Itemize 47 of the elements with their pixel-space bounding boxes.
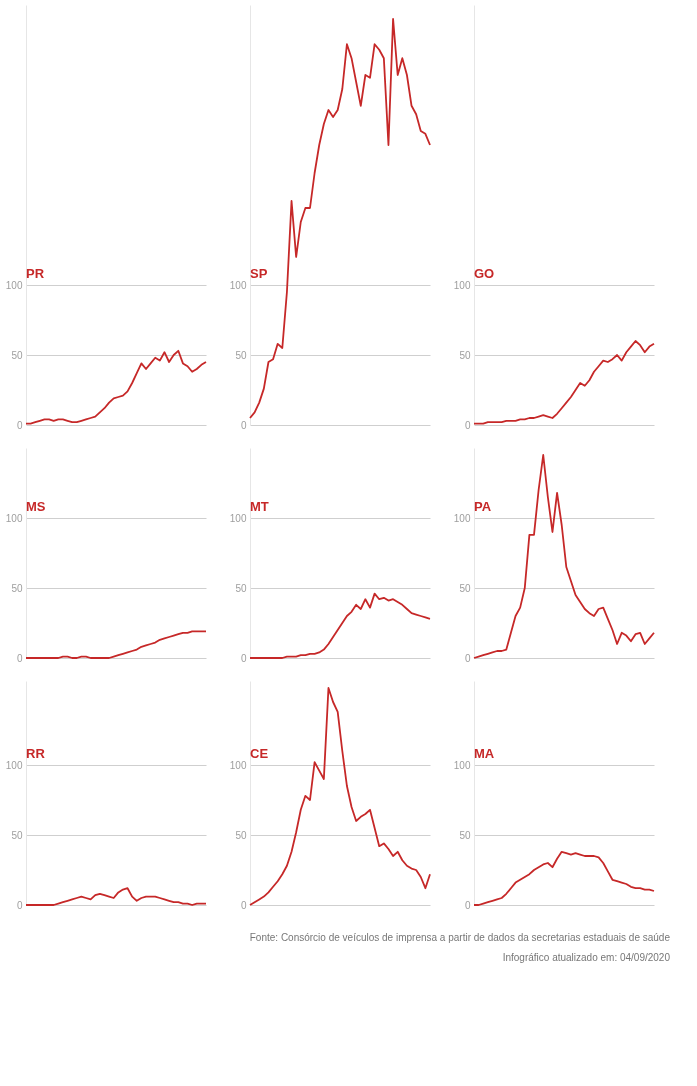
y-tick-label: 0 — [16, 652, 23, 664]
y-tick-label: 100 — [5, 512, 23, 524]
y-tick-label: 100 — [229, 512, 247, 524]
y-tick-label: 100 — [5, 759, 23, 771]
y-tick-label: 0 — [16, 419, 23, 431]
y-tick-label: 50 — [11, 349, 23, 361]
y-tick-label: 0 — [464, 652, 471, 664]
y-tick-label: 0 — [464, 899, 471, 911]
y-tick-label: 50 — [11, 582, 23, 594]
y-tick-label: 0 — [240, 419, 247, 431]
text: Infográfico atualizado em: 04/09/2020 — [502, 952, 671, 963]
y-tick-label: 100 — [229, 279, 247, 291]
text: MA — [474, 746, 495, 761]
text: SP — [250, 266, 268, 281]
y-tick-label: 50 — [235, 349, 247, 361]
line-series — [473, 454, 655, 659]
y-tick-label: 100 — [5, 279, 23, 291]
text: RR — [26, 746, 46, 761]
y-tick-label: 100 — [453, 279, 471, 291]
y-tick-label: 50 — [235, 582, 247, 594]
text: GO — [474, 266, 495, 281]
text: MS — [26, 499, 46, 514]
y-tick-label: 0 — [240, 652, 247, 664]
y-tick-label: 100 — [229, 759, 247, 771]
text: PA — [474, 499, 492, 514]
y-tick-label: 0 — [464, 419, 471, 431]
y-tick-label: 100 — [453, 512, 471, 524]
line-series — [249, 687, 431, 906]
y-tick-label: 50 — [459, 829, 471, 841]
y-tick-label: 50 — [11, 829, 23, 841]
text: MT — [250, 499, 269, 514]
y-tick-label: 50 — [235, 829, 247, 841]
text: PR — [26, 266, 45, 281]
line-series — [25, 887, 207, 906]
line-series — [473, 340, 655, 425]
line-series — [25, 630, 207, 659]
line-series — [249, 592, 431, 659]
line-series — [473, 850, 655, 906]
text: CE — [250, 746, 269, 761]
line-series — [249, 18, 431, 419]
y-tick-label: 100 — [453, 759, 471, 771]
y-tick-label: 50 — [459, 349, 471, 361]
y-tick-label: 0 — [240, 899, 247, 911]
y-tick-label: 50 — [459, 582, 471, 594]
y-tick-label: 0 — [16, 899, 23, 911]
line-series — [25, 349, 207, 425]
source-note: Fonte: Consórcio de veículos de imprensa a partir de dados da secretarias estaduais de saúde — [249, 932, 671, 943]
